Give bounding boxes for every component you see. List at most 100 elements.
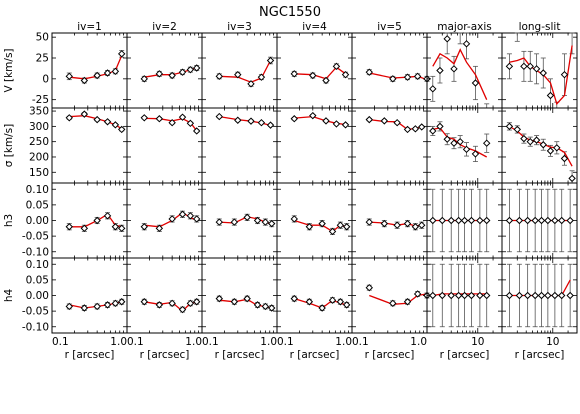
data-point [438,291,446,300]
data-point [454,291,463,300]
data-point [318,219,326,228]
panel [201,257,278,334]
data-point [341,70,350,79]
data-point [103,212,112,220]
data-point [168,118,176,127]
data-point [178,68,187,76]
data-point [560,70,569,79]
y-tick-label: -0.10 [22,246,49,258]
data-point [389,299,397,308]
panel [426,257,503,334]
data-point [243,294,251,303]
data-point [403,125,412,134]
data-point [253,301,262,309]
data-point [342,301,351,309]
y-tick-label: 250 [29,136,49,148]
data-point [558,216,566,225]
x-tick-label: 0.1 [52,336,69,348]
panel-frame [351,182,428,259]
data-point [290,115,298,123]
data-point [290,215,298,223]
data-point [467,291,476,300]
data-point [531,291,539,300]
data-point [467,216,476,225]
data-point [403,73,412,81]
panel: -0.10 -0.05 0.00 0.05 0.10 [22,182,128,259]
data-point [393,221,401,229]
data-point [429,216,437,225]
data-point [155,70,164,78]
data-point [253,216,262,225]
data-point [411,223,420,231]
data-point [365,283,373,292]
data-point [539,69,547,77]
data-point [234,70,242,79]
model-line [509,45,573,106]
panel [126,257,203,334]
x-tick-label: 10 [546,336,559,348]
data-point [93,71,101,80]
data-point [309,71,317,80]
data-point [476,291,484,300]
data-point [234,116,242,124]
panel: -25 0 25 50 [32,32,128,109]
data-point [305,223,314,231]
y-tick-label: 0.10 [26,259,49,271]
data-point [380,219,389,228]
panel [351,107,428,184]
y-tick-label: -0.05 [22,306,49,318]
panel-frame [351,107,428,184]
data-point [568,174,576,183]
panel [126,32,203,109]
data-point [215,112,223,121]
data-point [551,291,559,300]
data-point [450,65,458,73]
data-point [393,118,401,127]
x-tick-label: 1.0 [335,336,352,348]
data-point [257,118,266,127]
panel [501,182,578,259]
data-point [544,291,552,300]
model-line [294,66,346,80]
data-point [553,144,561,152]
data-point [192,298,201,306]
y-tick-label: -0.05 [22,231,49,243]
x-tick-label: 10 [471,336,484,348]
panel-frame [501,32,578,109]
data-point [413,290,422,298]
data-point [243,213,251,222]
data-point [443,135,451,143]
panel-frame [51,182,128,259]
x-axis-label: r [arcsec] [440,349,490,361]
data-point [65,223,73,231]
panel [276,182,353,259]
data-point [230,218,239,226]
data-point [476,216,484,225]
panel-frame [126,182,203,259]
data-point [267,219,276,228]
data-point [341,121,350,129]
data-point [462,40,471,48]
panel-frame [276,107,353,184]
y-axis-label: σ [km/s] [3,124,15,168]
data-point [526,137,534,146]
data-point [531,216,539,225]
data-point [168,71,176,80]
panel-frame [201,257,278,334]
data-point [140,298,148,306]
data-point [513,125,521,134]
data-point [443,35,451,43]
data-point [305,298,314,306]
data-point [566,291,574,300]
data-point [460,216,469,225]
data-point [261,218,270,226]
data-point [483,291,491,300]
data-point [103,118,112,126]
data-point [332,62,341,71]
data-point [515,291,524,300]
model-line [69,55,123,80]
column-title: iv=1 [77,21,102,33]
data-point [290,294,298,303]
data-point [318,304,326,312]
panel: 150 200 250 300 350 [29,106,128,184]
